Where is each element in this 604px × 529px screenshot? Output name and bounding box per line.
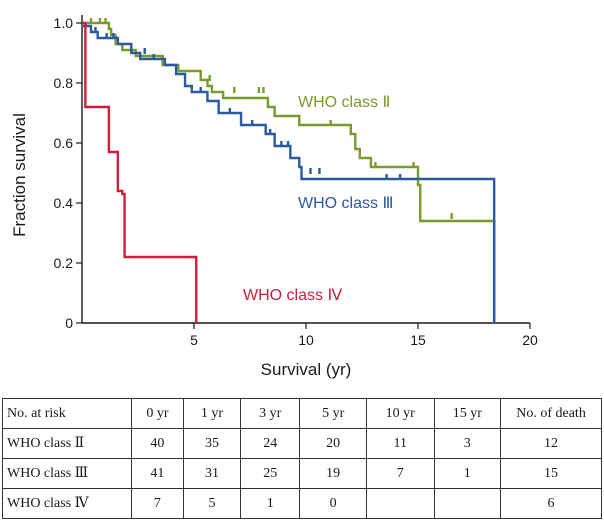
y-tick-label: 1.0 (54, 15, 74, 31)
table-cell: 0 (299, 488, 367, 519)
table-cell (365, 488, 435, 519)
survival-chart: 0 0.2 0.4 0.6 0.8 1.0 5 10 15 20 Fraction surviva… (10, 15, 538, 379)
table-cell: 3 (433, 428, 502, 459)
chart-axes: 0 0.2 0.4 0.6 0.8 1.0 5 10 15 20 (54, 15, 538, 348)
table-row-label: WHO class Ⅳ (2, 488, 132, 519)
series-label-who-class-3: WHO class Ⅲ (298, 195, 393, 212)
series-label-who-class-2: WHO class Ⅱ (298, 94, 390, 111)
table-cell: 40 (130, 428, 184, 459)
table-cell: 11 (365, 428, 435, 459)
number-at-risk-table: No. at risk 0 yr 1 yr 3 yr 5 yr 10 yr 15… (2, 398, 602, 519)
table-cell: 24 (240, 428, 301, 459)
table-header-cell: 3 yr (240, 398, 301, 429)
table-row-label: WHO class Ⅲ (2, 458, 132, 489)
y-tick-label: 0.6 (54, 135, 74, 151)
x-tick-label: 5 (190, 332, 198, 348)
series-label-who-class-4: WHO class Ⅳ (243, 287, 342, 304)
table-cell: 7 (130, 488, 184, 519)
y-tick-label: 0.8 (54, 75, 74, 91)
x-tick-label: 15 (410, 332, 426, 348)
table-cell: 41 (130, 458, 184, 489)
y-axis-title: Fraction survival (10, 113, 29, 237)
table-cell: 25 (240, 458, 301, 489)
table-row: WHO class Ⅳ 7 5 1 0 6 (2, 488, 602, 519)
table-header-cell: No. of death (500, 398, 602, 429)
table-cell: 1 (240, 488, 301, 519)
x-tick-label: 20 (522, 332, 538, 348)
table-cell: 19 (299, 458, 367, 489)
table-cell: 6 (500, 488, 602, 519)
y-tick-label: 0.2 (54, 255, 74, 271)
table-header-cell: 15 yr (433, 398, 502, 429)
table-header-cell: No. at risk (2, 398, 132, 429)
table-header-row: No. at risk 0 yr 1 yr 3 yr 5 yr 10 yr 15… (2, 398, 602, 429)
series-line-3 (82, 24, 496, 323)
table-cell: 20 (299, 428, 367, 459)
x-tick-label: 10 (298, 332, 314, 348)
table-header-cell: 10 yr (365, 398, 435, 429)
table-header-cell: 0 yr (130, 398, 184, 429)
table-cell: 7 (365, 458, 435, 489)
table-header-cell: 5 yr (299, 398, 367, 429)
series-line-2 (82, 21, 496, 323)
y-tick-label: 0.4 (54, 195, 74, 211)
series-line-4 (82, 21, 198, 323)
series-layer (82, 18, 496, 323)
table-cell (433, 488, 502, 519)
y-tick-label: 0 (65, 315, 73, 331)
table-cell: 31 (182, 458, 242, 489)
x-axis-title: Survival (yr) (261, 360, 352, 379)
table-cell: 5 (182, 488, 242, 519)
table-cell: 1 (433, 458, 502, 489)
table-cell: 15 (500, 458, 602, 489)
table-row-label: WHO class Ⅱ (2, 428, 132, 459)
table-row: WHO class Ⅱ 40 35 24 20 11 3 12 (2, 428, 602, 459)
table-cell: 35 (182, 428, 242, 459)
table-header-cell: 1 yr (182, 398, 242, 429)
table-row: WHO class Ⅲ 41 31 25 19 7 1 15 (2, 458, 602, 489)
table-cell: 12 (500, 428, 602, 459)
